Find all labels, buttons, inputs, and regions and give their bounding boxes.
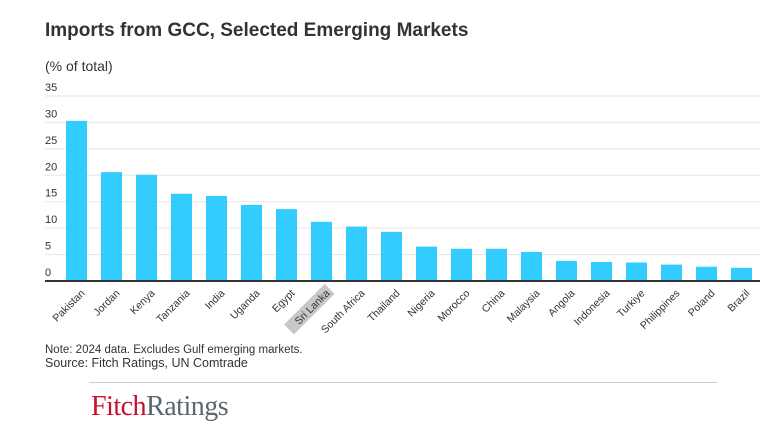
bar-brazil [731, 267, 752, 281]
bar-china [486, 248, 507, 281]
x-tick-group: Pakistan [50, 287, 87, 324]
x-tick-group: China [480, 287, 508, 315]
x-tick-group: Jordan [91, 287, 122, 318]
bar-uganda [241, 204, 262, 281]
x-tick-label: Tanzania [154, 287, 192, 325]
y-tick-label: 0 [45, 267, 51, 279]
bar-chart: 0 5 10 15 20 25 30 35 Pakistan Jordan KenyaTanzani… [45, 82, 760, 336]
bar-poland [696, 266, 717, 281]
x-tick-label: Uganda [228, 287, 263, 322]
x-tick-label: Malaysia [505, 287, 543, 325]
x-tick-group: India [203, 287, 228, 312]
x-tick-label: Brazil [725, 287, 752, 314]
bar-tanzania [171, 193, 192, 281]
x-tick-label: Egypt [270, 287, 298, 315]
x-tick-group: Nigeria [405, 287, 437, 319]
chart-note: Note: 2024 data. Excludes Gulf emerging … [45, 344, 303, 356]
chart-source: Source: Fitch Ratings, UN Comtrade [45, 356, 248, 370]
x-tick-label: Indonesia [572, 287, 613, 328]
fitch-ratings-logo: FitchRatings [91, 391, 229, 422]
x-tick-label: Pakistan [50, 287, 87, 324]
bar-nigeria [416, 246, 437, 281]
y-tick-label: 30 [45, 108, 57, 120]
x-tick-group: Tanzania [154, 287, 192, 325]
x-tick-label: India [203, 287, 228, 312]
bar-india [206, 195, 227, 281]
y-tick-label: 35 [45, 82, 57, 94]
x-tick-label: China [480, 287, 508, 315]
x-tick-group: Indonesia [572, 287, 613, 328]
x-tick-group: Thailand [365, 287, 402, 324]
x-tick-group: Egypt [270, 287, 298, 315]
label-highlight [284, 283, 335, 335]
x-tick-group: Turkiye [615, 287, 648, 320]
x-tick-group: Kenya [128, 287, 158, 317]
y-tick-label: 15 [45, 188, 57, 200]
x-tick-label: Turkiye [615, 287, 648, 320]
y-tick-label: 10 [45, 214, 57, 226]
x-tick-label: Jordan [91, 287, 122, 318]
bar-indonesia [591, 261, 612, 281]
divider [89, 382, 717, 383]
bar-angola [556, 260, 577, 281]
x-tick-label: Angola [546, 287, 578, 319]
bar-pakistan [66, 120, 87, 281]
chart-title: Imports from GCC, Selected Emerging Mark… [45, 20, 469, 41]
y-tick-label: 5 [45, 241, 51, 253]
x-tick-label: Kenya [128, 287, 158, 317]
x-tick-group: Angola [546, 287, 578, 319]
y-axis-label: (% of total) [45, 58, 113, 74]
bar-south-africa [346, 226, 367, 281]
bar-sri-lanka [311, 221, 332, 281]
bar-philippines [661, 264, 682, 281]
x-tick-label: Nigeria [405, 287, 437, 319]
x-tick-group: Uganda [228, 287, 263, 322]
x-tick-group: Brazil [725, 287, 752, 314]
x-tick-label: Morocco [435, 287, 472, 324]
x-tick-group: Poland [686, 287, 718, 319]
bar-jordan [101, 172, 122, 281]
bar-malaysia [521, 251, 542, 281]
y-tick-label: 25 [45, 135, 57, 147]
bar-thailand [381, 231, 402, 281]
x-tick-label: Poland [686, 287, 718, 319]
bar-kenya [136, 174, 157, 281]
y-tick-label: 20 [45, 161, 57, 173]
x-tick-label: Thailand [365, 287, 402, 324]
x-tick-group: Morocco [435, 287, 472, 324]
bar-turkiye [626, 262, 647, 281]
bar-morocco [451, 248, 472, 281]
bar-egypt [276, 209, 297, 281]
x-tick-group: Malaysia [505, 287, 543, 325]
